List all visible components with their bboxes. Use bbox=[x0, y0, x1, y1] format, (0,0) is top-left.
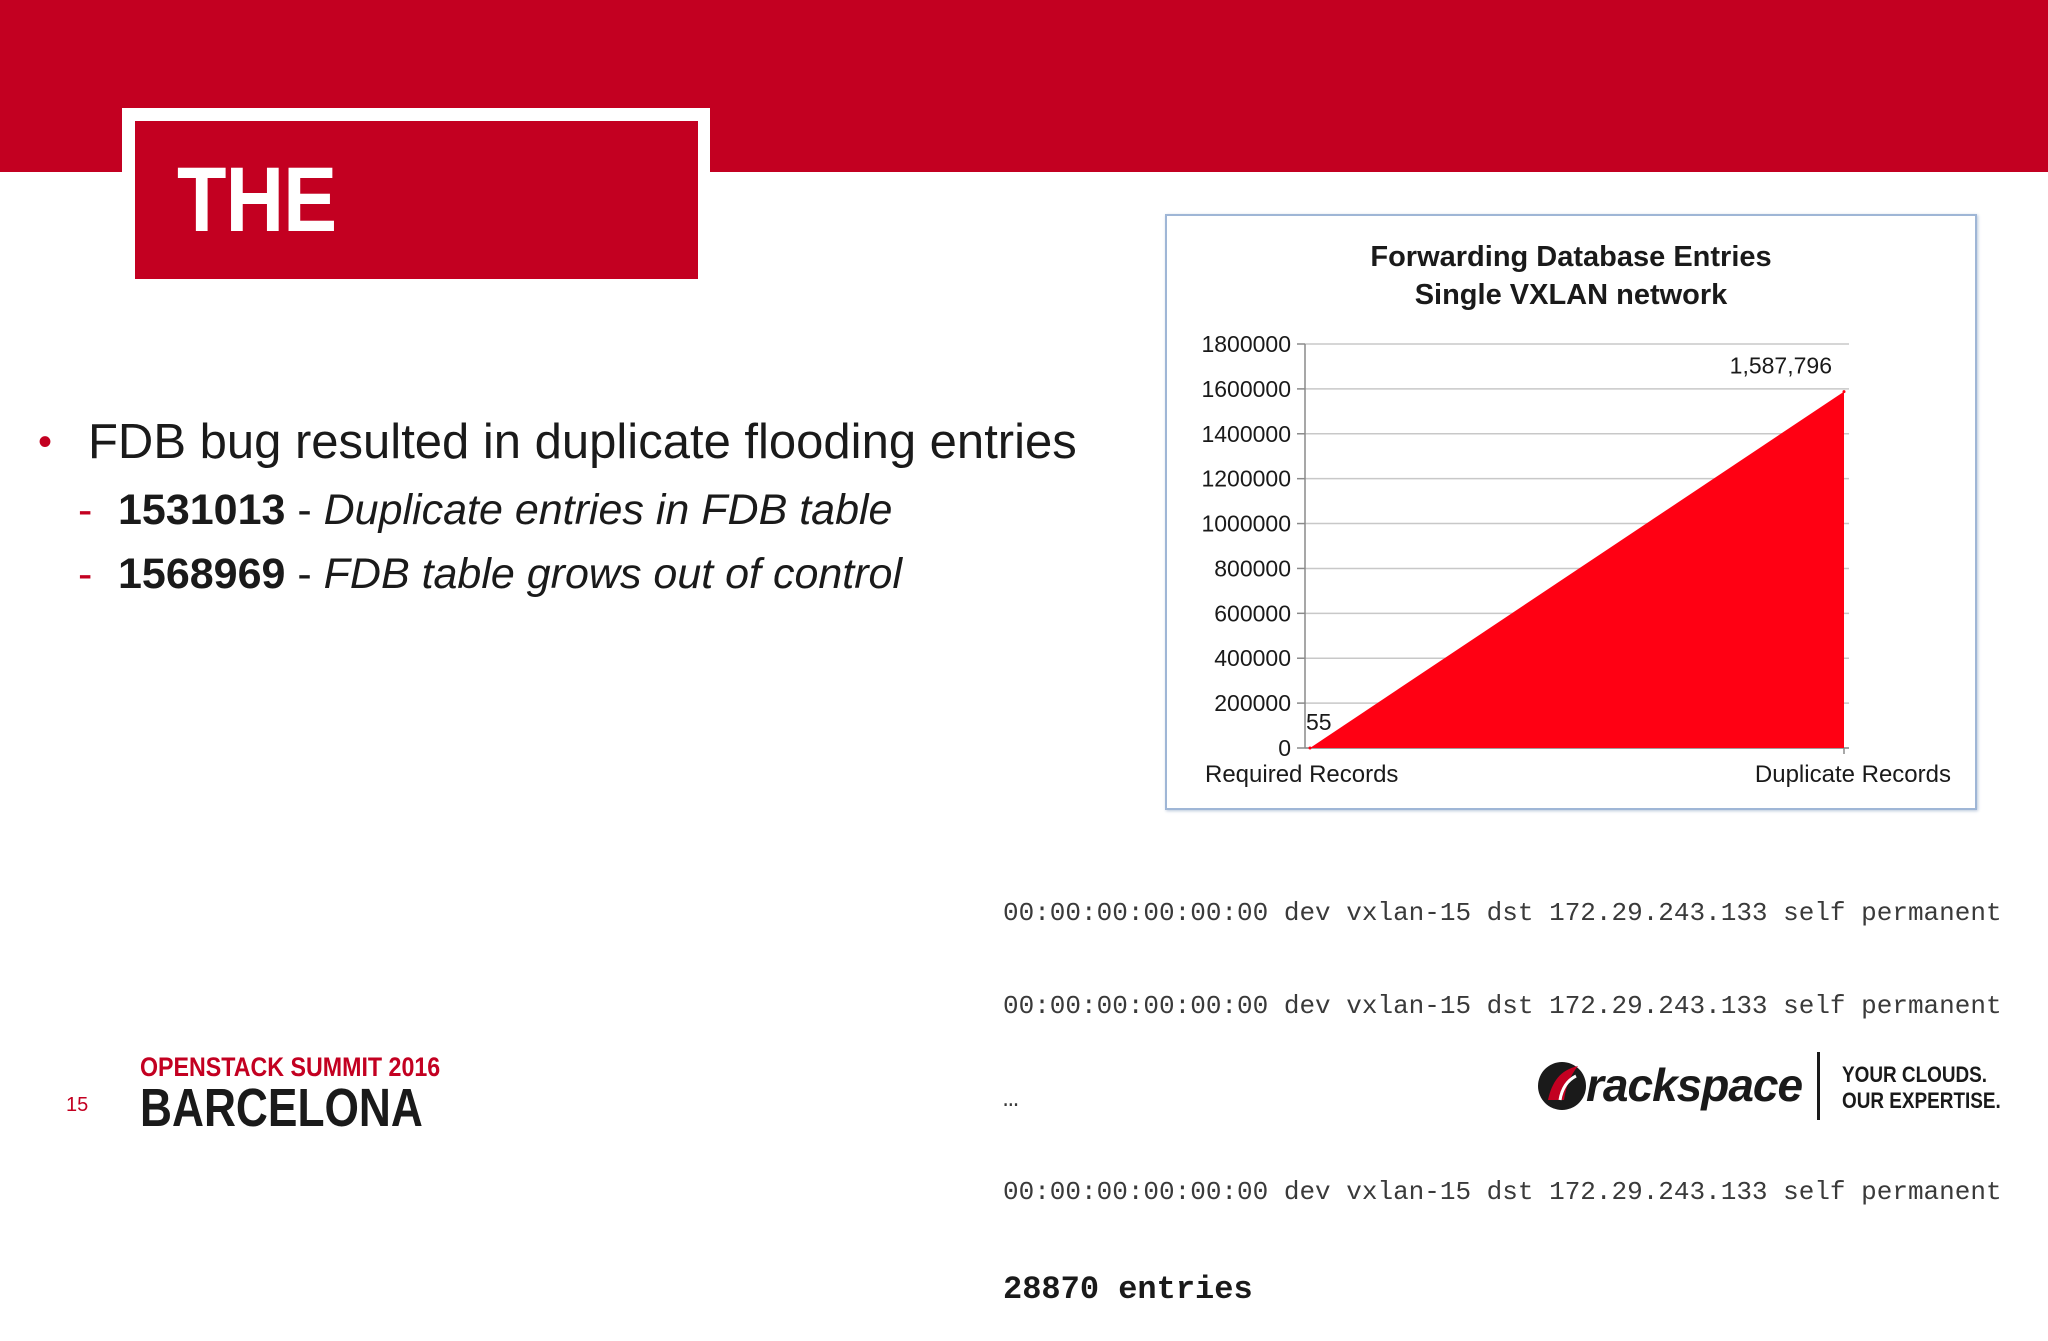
bug-id: 1568969 bbox=[118, 550, 286, 598]
tagline-line-1: YOUR CLOUDS. bbox=[1842, 1062, 1988, 1087]
dash-icon: - bbox=[78, 486, 93, 534]
chart-frame: Forwarding Database Entries Single VXLAN … bbox=[1165, 214, 1977, 810]
sub-bullet-2: - 1568969 - FDB table grows out of contr… bbox=[36, 542, 1136, 606]
bug-id: 1531013 bbox=[118, 486, 286, 534]
separator: - bbox=[285, 486, 324, 534]
y-tick-label: 0 bbox=[1278, 735, 1291, 761]
bullet-main: • FDB bug resulted in duplicate flooding… bbox=[36, 406, 1136, 478]
terminal-line: 00:00:00:00:00:00 dev vxlan-15 dst 172.2… bbox=[1003, 991, 2002, 1021]
y-tick-label: 800000 bbox=[1214, 555, 1291, 581]
brand-name: rackspace bbox=[1586, 1059, 1803, 1111]
bug-description: FDB table grows out of control bbox=[323, 550, 903, 598]
data-label: 55 bbox=[1306, 709, 1332, 735]
y-tick-label: 600000 bbox=[1214, 600, 1291, 626]
page-number: 15 bbox=[66, 1094, 89, 1116]
y-tick-label: 1800000 bbox=[1201, 331, 1291, 357]
sub-bullet-1: - 1531013 - Duplicate entries in FDB tab… bbox=[36, 478, 1136, 542]
data-label: 1,587,796 bbox=[1730, 353, 1832, 379]
fdb-chart: Forwarding Database Entries Single VXLAN … bbox=[1201, 241, 1951, 788]
logo-divider bbox=[1817, 1052, 1820, 1120]
data-point bbox=[1308, 746, 1312, 750]
terminal-line: 00:00:00:00:00:00 dev vxlan-15 dst 172.2… bbox=[1003, 898, 2002, 928]
bug-description: Duplicate entries in FDB table bbox=[323, 486, 893, 534]
x-tick-label: Required Records bbox=[1205, 761, 1398, 788]
area-series-duplicate-growth bbox=[1310, 391, 1844, 748]
chart-subtitle: Single VXLAN network bbox=[1415, 279, 1728, 311]
bullet-main-text: FDB bug resulted in duplicate flooding e… bbox=[88, 415, 1077, 469]
rackspace-logo-icon bbox=[1538, 1062, 1586, 1110]
y-tick-label: 1200000 bbox=[1201, 466, 1291, 492]
brand-tagline: YOUR CLOUDS. OUR EXPERTISE. bbox=[1842, 1062, 2027, 1114]
y-tick-label: 1400000 bbox=[1201, 421, 1291, 447]
event-city: BARCELONA bbox=[140, 1078, 423, 1138]
tagline-line-2: OUR EXPERTISE. bbox=[1842, 1088, 2001, 1113]
y-tick-label: 1000000 bbox=[1201, 511, 1291, 537]
y-tick-label: 200000 bbox=[1214, 690, 1291, 716]
data-point bbox=[1842, 390, 1846, 394]
chart-title: Forwarding Database Entries bbox=[1370, 241, 1771, 273]
terminal-line: 00:00:00:00:00:00 dev vxlan-15 dst 172.2… bbox=[1003, 1177, 2002, 1207]
slide-title: THE ISSUES bbox=[135, 121, 698, 409]
bullet-dot-icon: • bbox=[38, 420, 53, 464]
y-tick-label: 400000 bbox=[1214, 645, 1291, 671]
event-name: OPENSTACK SUMMIT 2016 bbox=[140, 1052, 441, 1082]
bullet-list: • FDB bug resulted in duplicate flooding… bbox=[36, 406, 1136, 606]
dash-icon: - bbox=[78, 550, 93, 598]
x-tick-label: Duplicate Records bbox=[1755, 761, 1951, 788]
entries-total: 28870 entries bbox=[1003, 1271, 1253, 1308]
terminal-line: … bbox=[1003, 1084, 1019, 1114]
separator: - bbox=[285, 550, 324, 598]
y-tick-label: 1600000 bbox=[1201, 376, 1291, 402]
